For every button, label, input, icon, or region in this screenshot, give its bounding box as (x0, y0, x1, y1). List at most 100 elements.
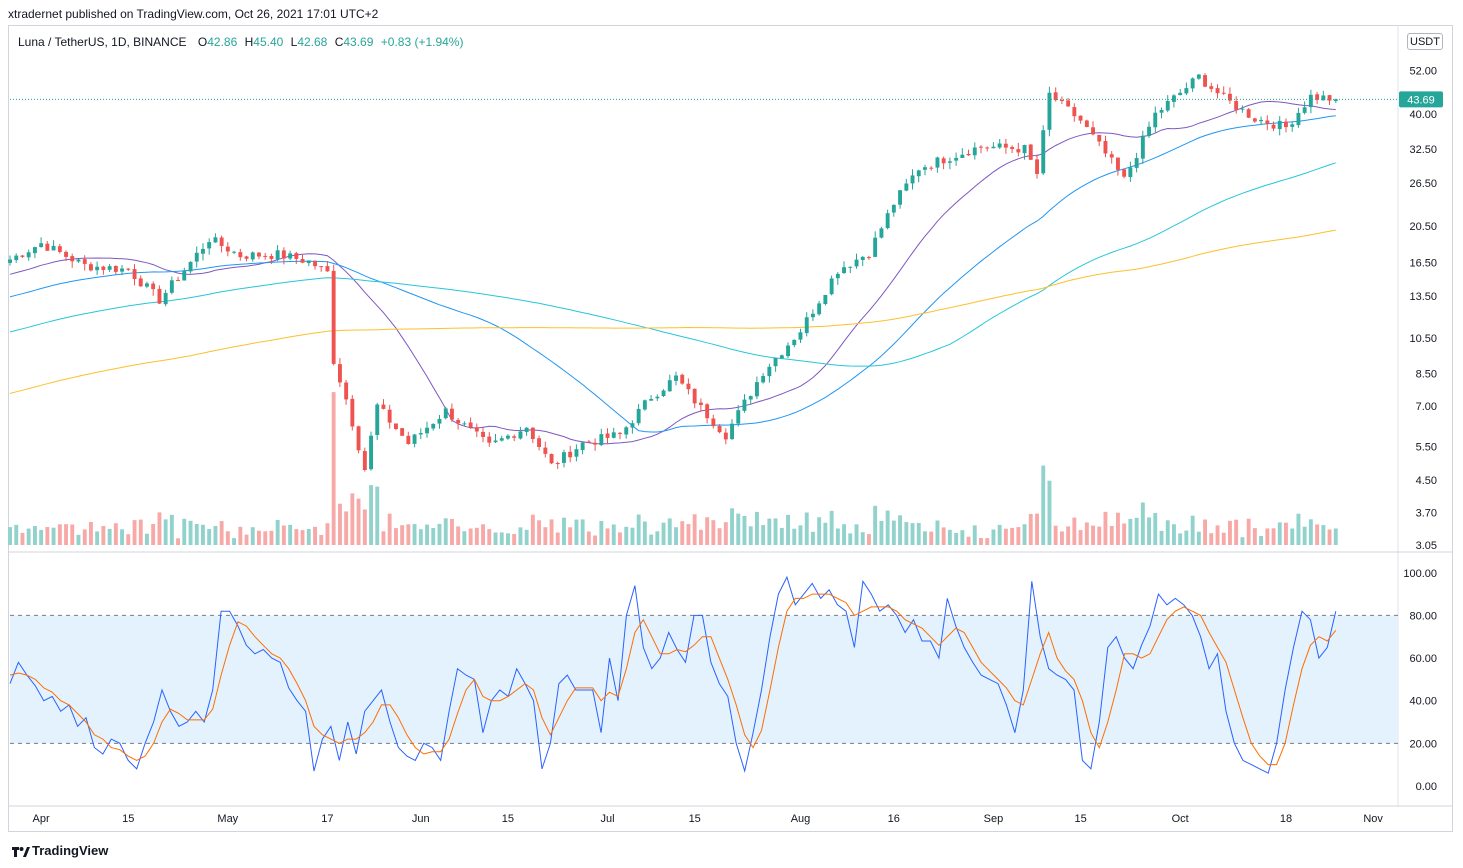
candle-body (232, 251, 236, 253)
candle-body (593, 442, 597, 445)
candle-body (369, 435, 373, 470)
volume-bar (406, 524, 411, 545)
candle-body (1091, 127, 1095, 135)
candle-body (860, 256, 865, 260)
symbol-label[interactable]: Luna / TetherUS, 1D, BINANCE (18, 35, 187, 49)
volume-bar (929, 531, 934, 545)
candle-body (1041, 130, 1046, 174)
volume-bar (319, 535, 324, 545)
volume-bar (20, 532, 25, 545)
candle-body (493, 440, 498, 443)
volume-bar (1234, 519, 1239, 545)
volume-bar (381, 531, 386, 545)
candle-body (1327, 95, 1332, 101)
volume-bar (493, 532, 498, 545)
volume-bar (1078, 530, 1083, 545)
volume-bar (530, 514, 535, 545)
volume-bar (350, 493, 355, 545)
volume-bar (923, 531, 927, 545)
candle-body (281, 250, 286, 259)
time-tick-label: May (217, 813, 238, 825)
volume-bar (730, 508, 734, 545)
candle-body (1053, 92, 1058, 101)
volume-bar (474, 527, 479, 545)
volume-bar (1153, 513, 1158, 545)
tradingview-brand[interactable]: TradingView (32, 843, 109, 858)
volume-bar (823, 522, 828, 545)
volume-bar (1028, 514, 1033, 545)
volume-bar (232, 538, 236, 545)
candle-body (586, 441, 591, 443)
candle-body (985, 147, 990, 149)
candle-body (182, 270, 187, 281)
volume-bar (1084, 522, 1089, 545)
candle-body (817, 303, 822, 315)
candle-body (823, 295, 828, 304)
candle-body (929, 167, 934, 169)
candle-body (1252, 118, 1257, 122)
volume-bar (593, 535, 597, 545)
candle-body (854, 259, 859, 267)
candle-body (1016, 149, 1021, 153)
currency-badge[interactable]: USDT (1407, 33, 1443, 50)
volume-bar (375, 486, 380, 545)
volume-bar (549, 519, 554, 545)
candle-body (661, 390, 666, 396)
volume-bar (699, 529, 703, 545)
volume-bar (786, 514, 790, 545)
volume-bar (450, 519, 454, 545)
volume-bar (979, 538, 983, 545)
volume-bar (132, 520, 137, 545)
candle-body (717, 426, 722, 433)
candle-body (151, 283, 156, 290)
price-tick-label: 40.00 (1409, 109, 1437, 121)
candle-body (941, 158, 946, 164)
candle-body (431, 424, 436, 429)
candle-body (1103, 141, 1108, 154)
candle-body (624, 427, 629, 435)
price-tick-label: 32.50 (1409, 144, 1437, 156)
candle-body (400, 428, 405, 436)
candle-body (1296, 112, 1301, 126)
candle-body (811, 313, 815, 318)
candle-body (213, 237, 218, 243)
volume-bar (960, 530, 965, 545)
candle-body (779, 355, 784, 359)
tradingview-footer: TradingView (12, 843, 108, 858)
candle-body (1010, 147, 1015, 149)
volume-bar (14, 524, 19, 545)
volume-bar (599, 521, 604, 545)
volume-bar (481, 524, 485, 545)
candle-body (1153, 112, 1158, 128)
volume-bar (394, 528, 398, 545)
candle-body (263, 255, 268, 257)
high-value: 45.40 (253, 35, 284, 49)
price-tick-label: 4.50 (1416, 475, 1437, 487)
candle-body (1165, 101, 1170, 111)
volume-bar (1265, 528, 1270, 545)
candle-body (418, 433, 423, 435)
price-tick-label: 16.50 (1409, 257, 1437, 269)
stoch_k-line (9, 575, 1337, 774)
ma-20-line (9, 100, 1336, 445)
close-value: 43.69 (343, 35, 374, 49)
volume-bar (418, 529, 423, 545)
candle-body (82, 259, 87, 264)
time-tick-label: Jul (600, 813, 614, 825)
candle-body (107, 266, 112, 270)
candle-body (798, 332, 803, 340)
candle-body (711, 418, 716, 427)
candle-body (773, 357, 778, 367)
change-value: +0.83 (+1.94%) (380, 35, 464, 49)
volume-bar (275, 520, 280, 545)
volume-bar (649, 534, 654, 545)
volume-bar (1333, 528, 1338, 545)
candle-body (381, 404, 386, 409)
candle-body (225, 246, 230, 252)
volume-bar (57, 524, 62, 545)
candle-body (294, 253, 299, 259)
volume-bar (985, 538, 990, 545)
stoch_d-line (9, 593, 1337, 766)
candle-body (275, 250, 280, 260)
